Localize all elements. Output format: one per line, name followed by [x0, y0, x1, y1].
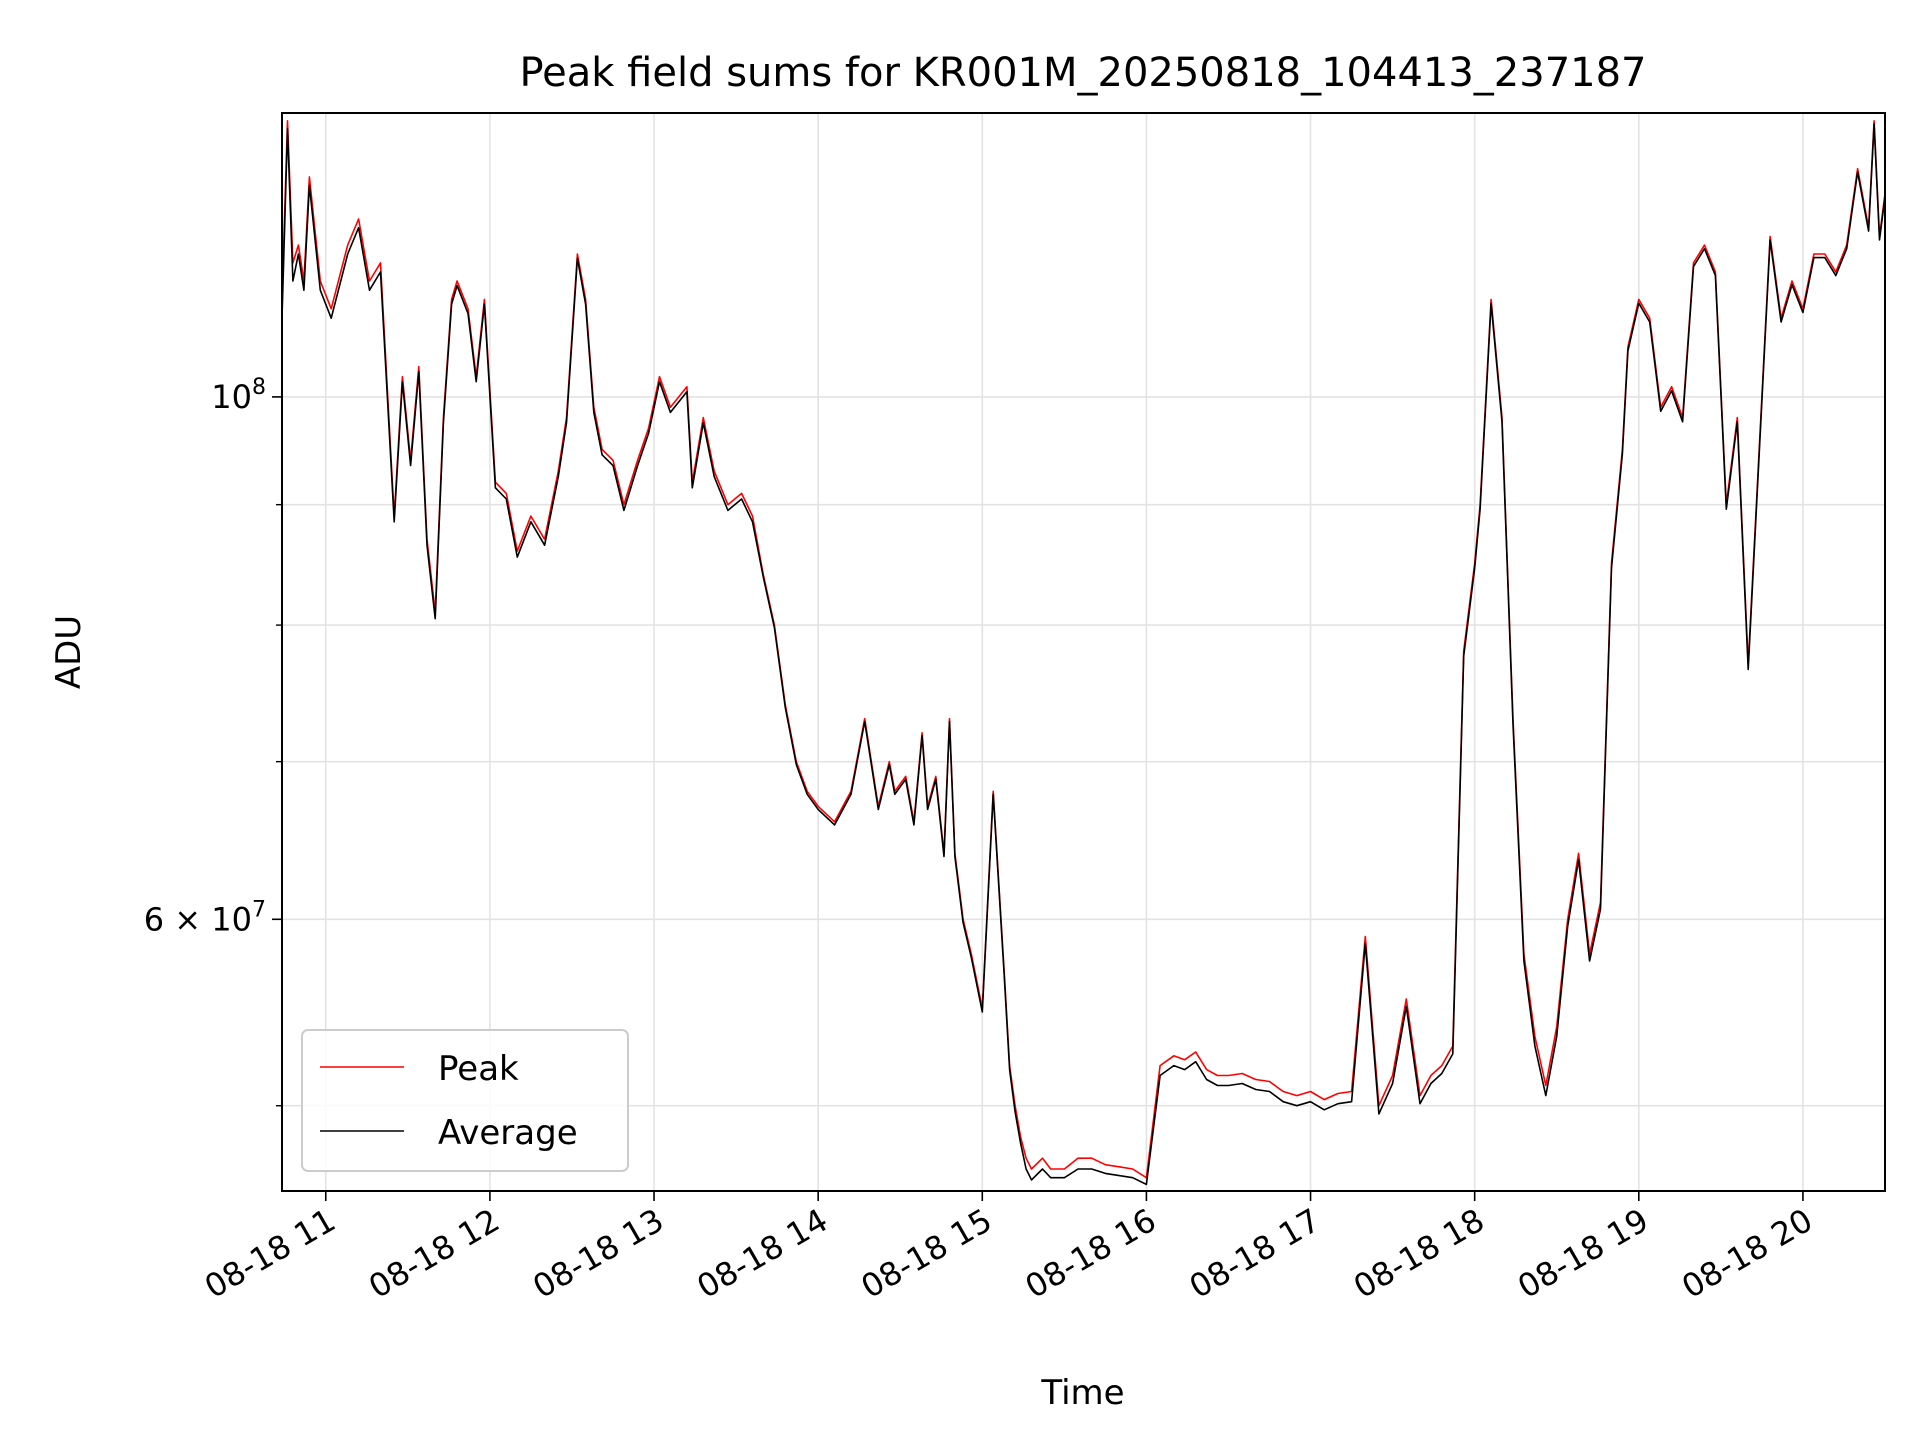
- plot-frame: [281, 112, 1886, 1192]
- series-lines: [281, 120, 1886, 1186]
- x-axis-label: Time: [1040, 1373, 1124, 1413]
- legend-label-peak: Peak: [438, 1049, 519, 1089]
- y-tick-label: 108: [211, 375, 266, 416]
- chart-title: Peak field sums for KR001M_20250818_1044…: [519, 50, 1646, 96]
- legend: Peak Average: [301, 1029, 629, 1172]
- legend-label-average: Average: [438, 1113, 578, 1153]
- y-axis-ticks: 108 6 × 107: [144, 375, 282, 1107]
- y-axis-label: ADU: [49, 615, 89, 689]
- series-line-average: [281, 123, 1886, 1186]
- legend-box: [301, 1029, 629, 1172]
- grid: [282, 113, 1885, 1191]
- y-tick-label: 6 × 107: [144, 897, 266, 938]
